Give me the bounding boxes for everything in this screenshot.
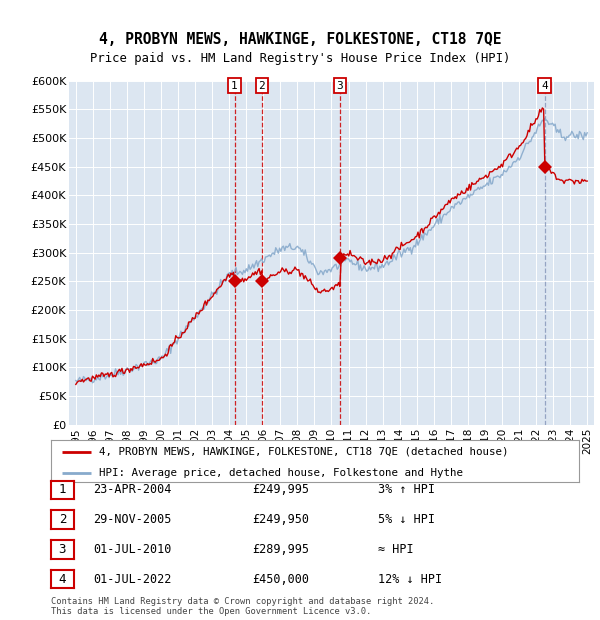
Text: 12% ↓ HPI: 12% ↓ HPI [378, 573, 442, 585]
Text: 4: 4 [59, 573, 66, 585]
Text: 01-JUL-2022: 01-JUL-2022 [93, 573, 172, 585]
Text: 3: 3 [337, 81, 343, 91]
Text: 3% ↑ HPI: 3% ↑ HPI [378, 484, 435, 496]
Text: ≈ HPI: ≈ HPI [378, 543, 413, 556]
Text: 4, PROBYN MEWS, HAWKINGE, FOLKESTONE, CT18 7QE (detached house): 4, PROBYN MEWS, HAWKINGE, FOLKESTONE, CT… [98, 446, 508, 456]
Text: 5% ↓ HPI: 5% ↓ HPI [378, 513, 435, 526]
Text: £289,995: £289,995 [252, 543, 309, 556]
Text: £249,950: £249,950 [252, 513, 309, 526]
Text: 2: 2 [259, 81, 265, 91]
Text: £249,995: £249,995 [252, 484, 309, 496]
Text: Price paid vs. HM Land Registry's House Price Index (HPI): Price paid vs. HM Land Registry's House … [90, 52, 510, 64]
Text: £450,000: £450,000 [252, 573, 309, 585]
Text: 1: 1 [231, 81, 238, 91]
Text: This data is licensed under the Open Government Licence v3.0.: This data is licensed under the Open Gov… [51, 607, 371, 616]
Text: Contains HM Land Registry data © Crown copyright and database right 2024.: Contains HM Land Registry data © Crown c… [51, 597, 434, 606]
Text: HPI: Average price, detached house, Folkestone and Hythe: HPI: Average price, detached house, Folk… [98, 467, 463, 477]
Text: 4: 4 [541, 81, 548, 91]
Text: 1: 1 [59, 484, 66, 496]
Text: 23-APR-2004: 23-APR-2004 [93, 484, 172, 496]
Text: 3: 3 [59, 543, 66, 556]
Text: 2: 2 [59, 513, 66, 526]
Text: 29-NOV-2005: 29-NOV-2005 [93, 513, 172, 526]
Text: 4, PROBYN MEWS, HAWKINGE, FOLKESTONE, CT18 7QE: 4, PROBYN MEWS, HAWKINGE, FOLKESTONE, CT… [99, 32, 501, 47]
Text: 01-JUL-2010: 01-JUL-2010 [93, 543, 172, 556]
